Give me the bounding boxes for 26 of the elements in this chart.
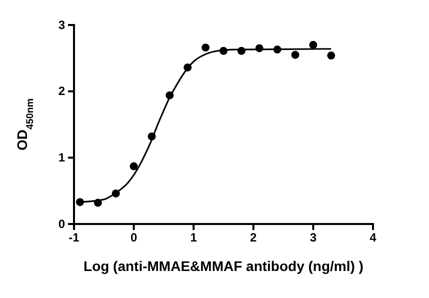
point: [112, 190, 120, 198]
y-tick-label: 0: [58, 216, 66, 231]
point: [148, 132, 156, 140]
x-tick-label: 0: [130, 230, 138, 245]
point: [202, 44, 210, 52]
point: [291, 50, 300, 59]
point: [309, 40, 318, 49]
x-tick-label: 4: [370, 230, 377, 245]
x-axis-title: Log (anti-MMAE&MMAF antibody (ng/ml) ): [84, 258, 364, 274]
y-tick-label: 1: [58, 150, 66, 165]
x-tick-label: -1: [68, 230, 80, 245]
point: [237, 46, 246, 55]
point: [130, 162, 138, 170]
y-tick-label: 3: [58, 18, 66, 32]
point: [184, 63, 192, 72]
point: [220, 46, 228, 55]
x-tick-label: 2: [250, 230, 258, 245]
point: [327, 52, 336, 60]
point: [255, 44, 264, 52]
point: [94, 198, 102, 207]
point: [76, 198, 84, 206]
point: [273, 46, 282, 54]
x-tick-label: 1: [190, 230, 198, 245]
point: [166, 91, 174, 100]
y-tick-label: 2: [58, 84, 66, 98]
x-tick-label: 3: [310, 230, 317, 245]
